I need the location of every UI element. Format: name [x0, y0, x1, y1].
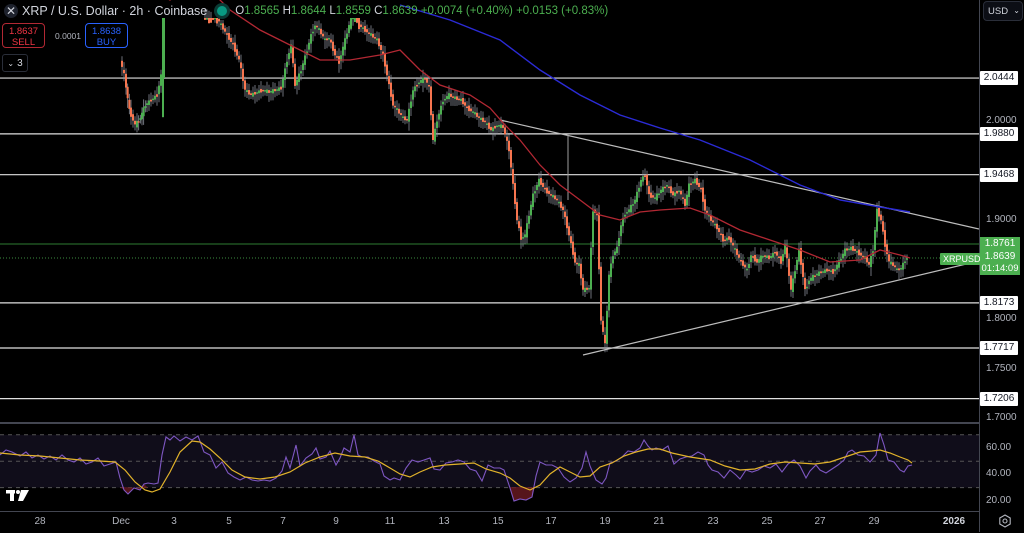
time-label: 28 [34, 516, 46, 527]
rsi-ma-line [0, 440, 913, 493]
buy-label: BUY [96, 37, 117, 48]
time-label: 11 [384, 516, 396, 527]
sell-price: 1.8637 [8, 26, 39, 37]
time-label: 5 [226, 516, 232, 527]
rsi-tick-20: 20.00 [986, 495, 1012, 506]
chevron-down-icon: ⌄ [7, 58, 15, 68]
open-value: 1.8565 [244, 5, 280, 17]
level-label: 1.7206 [980, 391, 1018, 406]
time-label: 13 [438, 516, 450, 527]
support-trendline [582, 260, 979, 356]
time-label: Dec [112, 516, 130, 527]
price-tick: 1.9000 [986, 214, 1017, 225]
change-value: +0.0074 (+0.40%) [420, 5, 513, 17]
last-price-label: 1.8639 01:14:09 [980, 251, 1020, 275]
spread-value: 0.0001 [55, 31, 81, 41]
green-level-label: 1.8761 [980, 237, 1020, 251]
currency-select[interactable]: USD ⌄ [983, 1, 1023, 21]
price-tick: 1.8000 [986, 313, 1017, 324]
time-label: 15 [492, 516, 504, 527]
price-axis[interactable] [979, 0, 1024, 532]
buy-button[interactable]: 1.8638 BUY [85, 23, 128, 48]
bar-countdown: 01:14:09 [981, 263, 1019, 274]
buy-price: 1.8638 [91, 26, 122, 37]
level-label: 1.9880 [980, 126, 1018, 141]
time-label: 9 [333, 516, 339, 527]
ohlc-values: O1.8565 H1.8644 L1.8559 C1.8639 +0.0074 … [235, 5, 609, 17]
time-label: 17 [545, 516, 557, 527]
time-label: 21 [653, 516, 665, 527]
time-label: 23 [707, 516, 719, 527]
price-tick: 1.7500 [986, 362, 1017, 374]
indicators-toggle-button[interactable]: ⌄ 3 [2, 54, 28, 72]
sell-button[interactable]: 1.8637 SELL [2, 23, 45, 48]
time-label: 3 [171, 516, 177, 527]
time-label: 2026 [942, 516, 966, 527]
change-value-2: +0.0153 (+0.83%) [516, 5, 609, 17]
time-label: 27 [814, 516, 826, 527]
level-label: 2.0444 [980, 71, 1018, 86]
low-value: 1.8559 [335, 5, 371, 17]
currency-label: USD [988, 6, 1009, 17]
symbol-title[interactable]: XRP / U.S. Dollar · 2h · Coinbase [22, 4, 208, 18]
close-value: 1.8639 [382, 5, 418, 17]
market-status-icon [217, 6, 228, 16]
level-label: 1.7717 [980, 341, 1018, 356]
indicator-count: 3 [17, 57, 23, 69]
price-chart[interactable] [0, 0, 979, 511]
chevron-down-icon: ⌄ [1013, 6, 1020, 15]
ema-fast-line [168, 0, 911, 263]
last-price: 1.8639 [984, 251, 1016, 262]
time-label: 25 [761, 516, 773, 527]
close-icon[interactable]: ✕ [4, 4, 18, 18]
pane-separator[interactable] [0, 422, 979, 424]
rsi-tick-40: 40.00 [986, 468, 1012, 479]
time-axis[interactable] [0, 511, 979, 533]
ema-slow-line [399, 4, 911, 213]
price-tick: 1.7000 [986, 412, 1017, 423]
tradingview-logo[interactable] [6, 489, 30, 506]
high-value: 1.8644 [290, 5, 327, 17]
chart-header: ✕ XRP / U.S. Dollar · 2h · Coinbase O1.8… [4, 3, 608, 19]
time-label: 29 [868, 516, 880, 527]
level-label: 1.8173 [980, 295, 1018, 310]
level-label: 1.9468 [980, 167, 1018, 182]
price-tick: 2.0000 [986, 115, 1017, 126]
symbol-tag: XRPUSD [940, 253, 984, 265]
rsi-tick-60: 60.00 [986, 442, 1012, 453]
time-label: 7 [280, 516, 286, 527]
time-label: 19 [599, 516, 611, 527]
settings-icon[interactable] [998, 514, 1012, 528]
sell-label: SELL [11, 37, 36, 48]
